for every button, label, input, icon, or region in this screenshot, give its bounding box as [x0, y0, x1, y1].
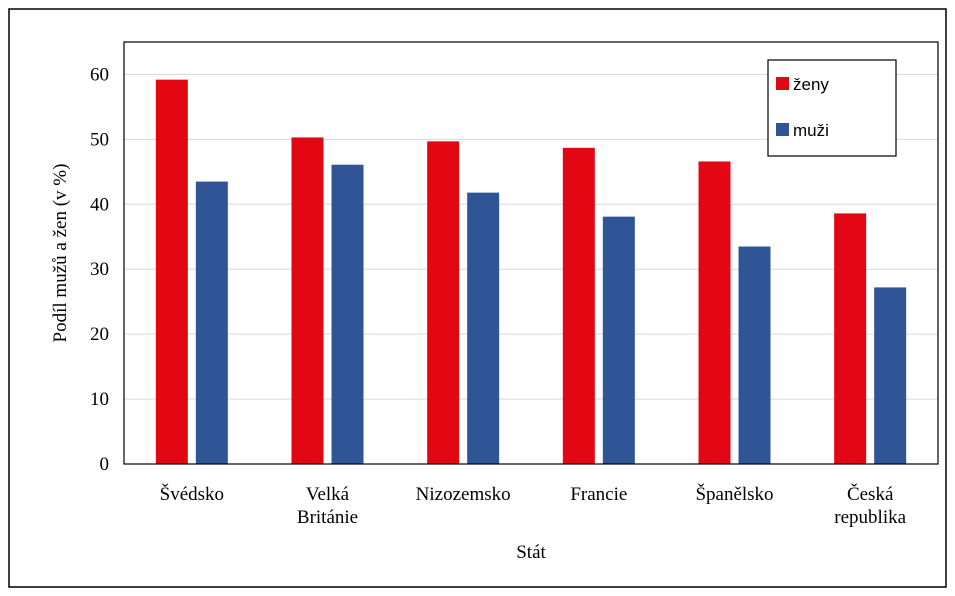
- bar-muzi-2: [467, 192, 500, 465]
- bar-muzi-1: [331, 164, 364, 464]
- x-tick-label: Velká: [306, 484, 350, 505]
- bar-zeny-1: [291, 137, 324, 464]
- x-tick-label: Švédsko: [160, 483, 224, 505]
- bar-muzi-0: [195, 181, 228, 465]
- y-tick-label: 10: [90, 389, 109, 410]
- y-tick-label: 0: [100, 454, 110, 475]
- x-axis-title: Stát: [516, 542, 546, 563]
- x-tick-label: Nizozemsko: [416, 484, 511, 505]
- legend-swatch-zeny: [776, 77, 789, 90]
- plot-area-frame: [123, 41, 939, 465]
- bar-zeny-0: [155, 79, 188, 464]
- legend-label-muzi: muži: [793, 121, 829, 140]
- bar-zeny-4: [698, 161, 731, 464]
- y-tick-labels: 0 10 20 30 40 50 60: [90, 64, 109, 475]
- y-tick-label: 60: [90, 64, 109, 85]
- x-tick-label: Španělsko: [695, 483, 773, 505]
- bar-muzi-4: [738, 246, 771, 464]
- y-tick-label: 20: [90, 324, 109, 345]
- bar-muzi-3: [602, 216, 635, 464]
- legend-box: [767, 59, 897, 157]
- y-tick-label: 40: [90, 194, 109, 215]
- x-tick-label: Česká: [847, 483, 894, 505]
- legend-swatch-muzi: [776, 123, 789, 136]
- x-tick-label: Británie: [297, 507, 358, 528]
- x-tick-label: Francie: [570, 484, 627, 505]
- y-axis-title: Podíl mužů a žen (v %): [50, 164, 71, 343]
- y-tick-label: 50: [90, 129, 109, 150]
- bar-zeny-2: [427, 141, 460, 464]
- y-tick-label: 30: [90, 259, 109, 280]
- x-tick-label: republika: [834, 507, 906, 528]
- bar-zeny-5: [834, 213, 867, 464]
- legend: ženy muži: [767, 59, 897, 157]
- legend-label-zeny: ženy: [793, 75, 829, 94]
- bar-muzi-5: [874, 287, 907, 464]
- bar-zeny-3: [562, 147, 595, 464]
- bars: [155, 79, 907, 465]
